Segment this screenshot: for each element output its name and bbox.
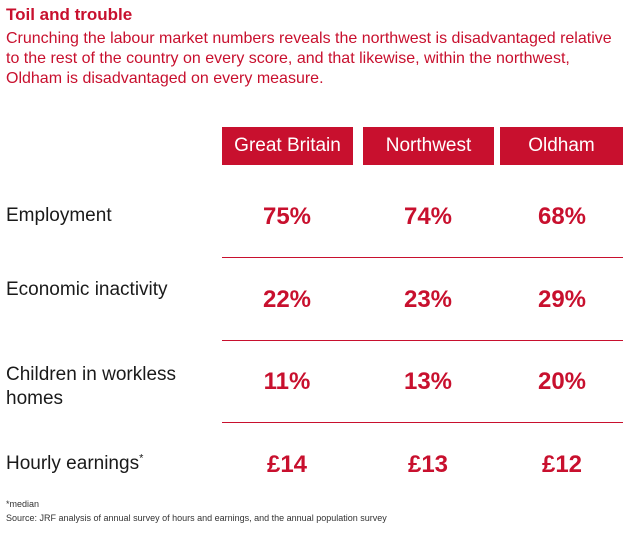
cell-employment-great-britain: 75% [262,203,312,230]
cell-inactivity-great-britain: 22% [262,286,312,313]
footnote-marker: * [139,452,144,465]
cell-employment-northwest: 74% [403,203,453,230]
row-label-hourly-earnings: Hourly earnings* [6,452,143,476]
cell-earnings-great-britain: £14 [266,451,308,478]
cell-earnings-oldham: £12 [541,451,583,478]
source-note: Source: JRF analysis of annual survey of… [6,513,387,523]
chart-title: Toil and trouble [6,5,133,24]
cell-earnings-northwest: £13 [407,451,449,478]
row-divider [222,422,623,423]
cell-inactivity-oldham: 29% [537,286,587,313]
column-header-northwest: Northwest [363,127,494,165]
row-label-children-workless: Children in workless homes [6,364,177,409]
column-header-oldham: Oldham [500,127,623,165]
chart-subtitle: Crunching the labour market numbers reve… [6,30,612,87]
cell-children-northwest: 13% [403,368,453,395]
row-divider [222,340,623,341]
footnote: *median [6,499,40,509]
row-divider [222,257,623,258]
row-label-text: Hourly earnings [6,453,140,474]
row-label-employment: Employment [6,205,112,226]
cell-children-great-britain: 11% [263,368,311,395]
cell-employment-oldham: 68% [537,203,587,230]
column-header-great-britain: Great Britain [222,127,353,165]
cell-children-oldham: 20% [537,368,587,395]
cell-inactivity-northwest: 23% [403,286,453,313]
row-label-economic-inactivity: Economic inactivity [6,279,168,300]
